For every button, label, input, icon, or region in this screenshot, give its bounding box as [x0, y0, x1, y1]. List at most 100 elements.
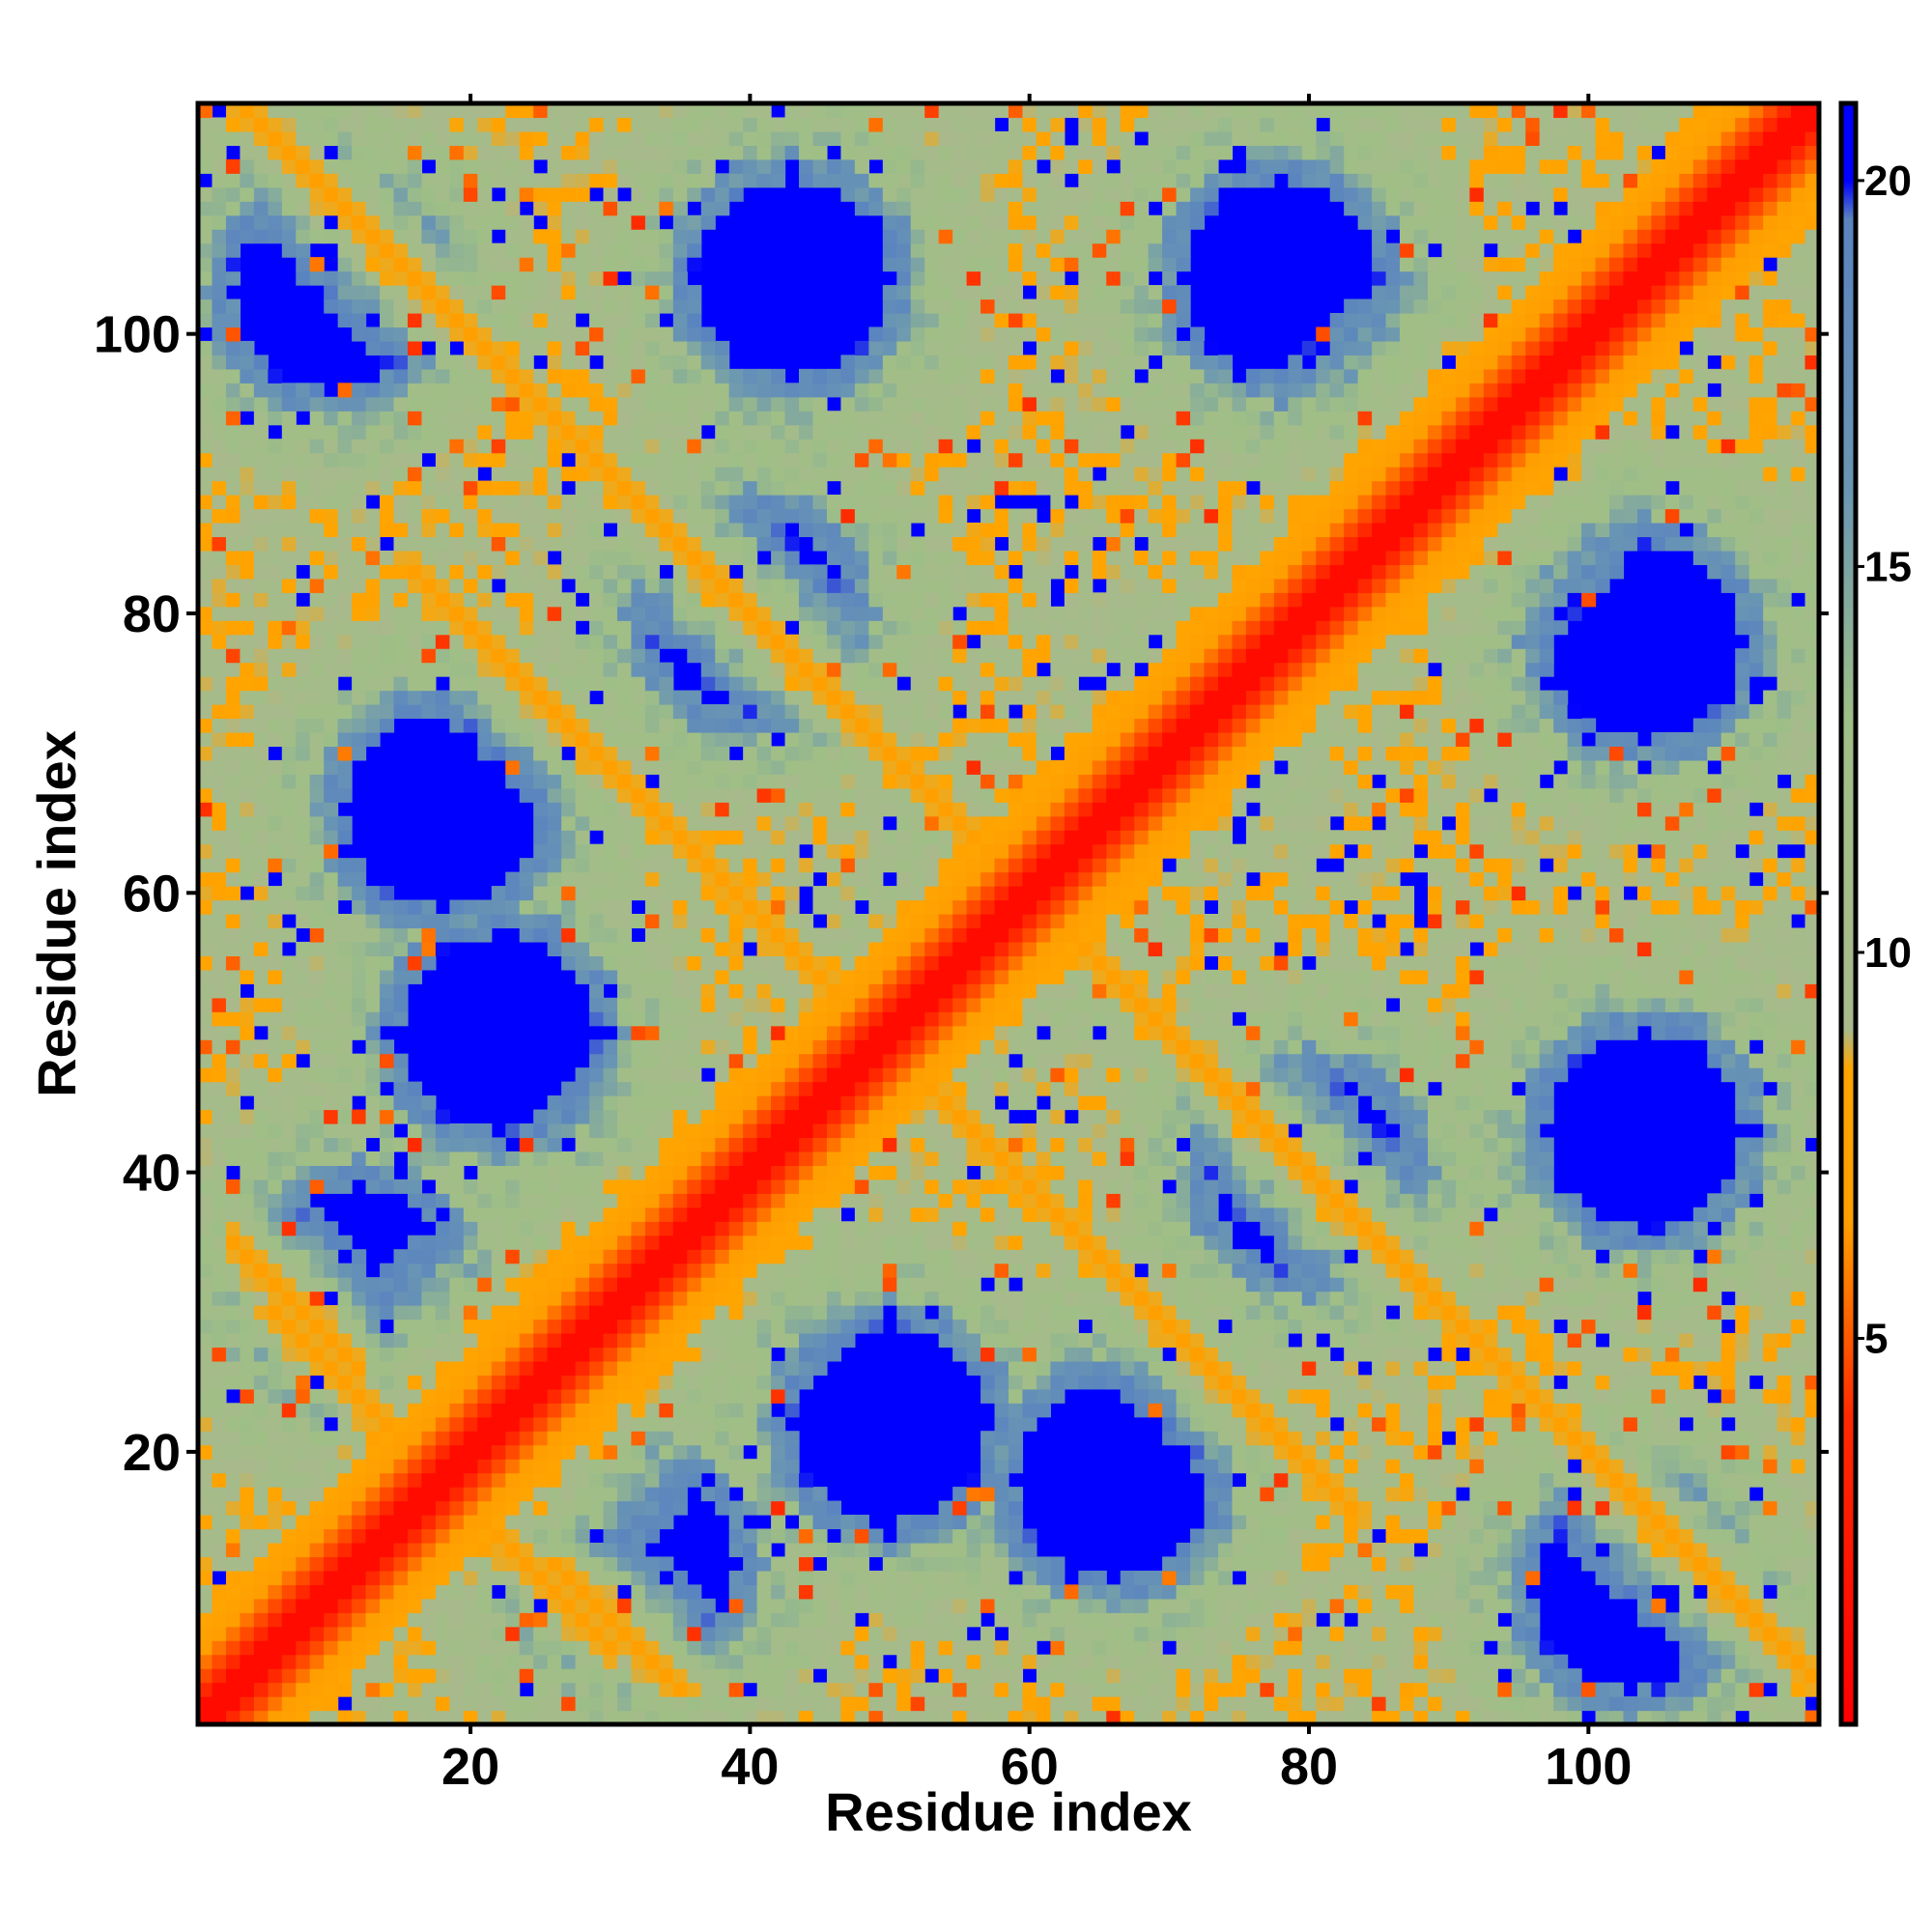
heatmap-cell: [547, 1179, 562, 1194]
heatmap-cell: [1692, 1444, 1708, 1460]
heatmap-cell: [225, 242, 241, 258]
heatmap-cell: [435, 648, 450, 664]
heatmap-cell: [1427, 1570, 1443, 1585]
heatmap-cell: [198, 731, 213, 748]
heatmap-cell: [225, 1528, 241, 1544]
heatmap-cell: [309, 1360, 325, 1376]
heatmap-cell: [198, 1347, 213, 1362]
heatmap-cell: [491, 1556, 506, 1572]
heatmap-cell: [309, 201, 325, 216]
heatmap-cell: [1288, 1654, 1303, 1669]
heatmap-cell: [561, 830, 577, 845]
heatmap-cell: [952, 1528, 968, 1544]
heatmap-cell: [240, 550, 255, 565]
heatmap-cell: [1022, 1375, 1037, 1390]
heatmap-cell: [700, 1710, 716, 1724]
heatmap-cell: [407, 257, 423, 272]
heatmap-cell: [1064, 1360, 1079, 1376]
heatmap-cell: [966, 1360, 981, 1376]
heatmap-cell: [268, 606, 283, 621]
heatmap-cell: [393, 312, 409, 328]
heatmap-cell: [296, 424, 311, 440]
heatmap-cell: [966, 1710, 981, 1724]
heatmap-cell: [198, 1151, 213, 1166]
heatmap-cell: [198, 1039, 213, 1055]
heatmap-cell: [1009, 1612, 1024, 1628]
heatmap-cell: [212, 774, 227, 789]
heatmap-cell: [1288, 1472, 1303, 1488]
heatmap-cell: [1595, 1570, 1610, 1585]
heatmap-cell: [1427, 1319, 1443, 1334]
heatmap-cell: [1581, 1528, 1597, 1544]
heatmap-cell: [449, 1235, 465, 1250]
heatmap-cell: [296, 871, 311, 887]
heatmap-cell: [1036, 1682, 1051, 1697]
heatmap-cell: [756, 1626, 772, 1641]
heatmap-cell: [1329, 1444, 1345, 1460]
heatmap-cell: [337, 969, 353, 984]
heatmap-cell: [281, 1515, 297, 1530]
heatmap-cell: [1413, 1612, 1429, 1628]
heatmap-cell: [352, 1081, 367, 1096]
heatmap-cell: [491, 439, 506, 454]
heatmap-cell: [519, 1249, 534, 1264]
heatmap-cell: [421, 606, 437, 621]
heatmap-cell: [1679, 1487, 1694, 1502]
heatmap-cell: [296, 886, 311, 901]
heatmap-cell: [589, 983, 605, 999]
heatmap-cell: [1357, 1710, 1373, 1724]
heatmap-cell: [1692, 1710, 1708, 1724]
heatmap-cell: [449, 508, 465, 524]
heatmap-cell: [547, 173, 562, 188]
heatmap-cell: [352, 242, 367, 258]
heatmap-cell: [337, 1640, 353, 1656]
heatmap-cell: [324, 1179, 339, 1194]
heatmap-cell: [1204, 1347, 1219, 1362]
heatmap-cell: [421, 270, 437, 286]
heatmap-cell: [212, 927, 227, 943]
heatmap-cell: [380, 1500, 395, 1516]
heatmap-cell: [1190, 1459, 1206, 1474]
heatmap-cell: [477, 690, 493, 705]
heatmap-cell: [616, 1375, 633, 1390]
heatmap-cell: [268, 1556, 283, 1572]
heatmap-cell: [421, 1207, 437, 1222]
heatmap-cell: [533, 173, 549, 188]
heatmap-cell: [1176, 1696, 1191, 1712]
heatmap-cell: [421, 257, 437, 272]
heatmap-cell: [380, 1515, 395, 1530]
heatmap-cell: [225, 592, 241, 608]
heatmap-cell: [1385, 1500, 1401, 1516]
heatmap-cell: [644, 1403, 660, 1418]
heatmap-cell: [1357, 1654, 1373, 1669]
heatmap-cell: [281, 1570, 297, 1585]
heatmap-cell: [1455, 1668, 1470, 1684]
heatmap-cell: [1344, 1459, 1359, 1474]
heatmap-cell: [589, 1640, 605, 1656]
heatmap-cell: [449, 1193, 465, 1208]
heatmap-cell: [994, 1696, 1009, 1712]
heatmap-cell: [268, 130, 283, 146]
heatmap-cell: [1301, 1598, 1317, 1613]
heatmap-cell: [407, 201, 423, 216]
heatmap-cell: [1372, 1375, 1387, 1390]
heatmap-cell: [687, 1710, 702, 1724]
heatmap-cell: [352, 1654, 367, 1669]
heatmap-cell: [380, 1598, 395, 1613]
heatmap-cell: [393, 955, 409, 971]
heatmap-cell: [1245, 1682, 1261, 1697]
heatmap-cell: [603, 1640, 618, 1656]
heatmap-cell: [1735, 1528, 1750, 1544]
heatmap-cell: [1804, 1668, 1819, 1684]
heatmap-cell: [715, 1487, 730, 1502]
heatmap-cell: [1483, 1431, 1498, 1446]
heatmap-cell: [589, 914, 605, 929]
heatmap-cell: [198, 620, 213, 636]
heatmap-cell: [1329, 1472, 1345, 1488]
heatmap-cell: [1316, 1542, 1331, 1558]
heatmap-cell: [477, 368, 493, 384]
heatmap-cell: [198, 1235, 213, 1250]
heatmap-cell: [421, 1151, 437, 1166]
heatmap-cell: [1372, 1598, 1387, 1613]
heatmap-cell: [477, 1556, 493, 1572]
